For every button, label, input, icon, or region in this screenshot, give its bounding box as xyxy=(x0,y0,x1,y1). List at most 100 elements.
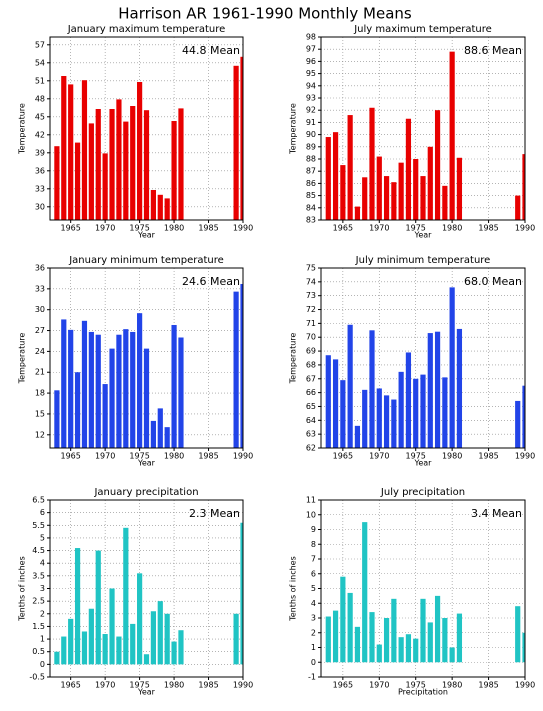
bar xyxy=(54,390,60,448)
bar xyxy=(61,319,67,448)
annotation: 3.4 Mean xyxy=(471,507,522,520)
bar xyxy=(515,195,521,220)
annotation: 24.6 Mean xyxy=(182,275,240,288)
x-tick-label: 1980 xyxy=(164,452,184,461)
y-tick-label: 62 xyxy=(306,444,316,453)
bar xyxy=(522,385,525,448)
x-tick-label: 1975 xyxy=(406,452,426,461)
y-tick-label: 6 xyxy=(40,508,45,517)
y-tick-label: 42 xyxy=(35,130,45,139)
plot-frame xyxy=(320,36,526,221)
x-tick-label: 1990 xyxy=(233,452,253,461)
bar xyxy=(54,146,60,220)
y-tick-label: 69 xyxy=(306,347,316,356)
bar xyxy=(449,287,455,448)
bar xyxy=(427,146,433,220)
bar xyxy=(434,110,441,220)
x-tick-label: 1970 xyxy=(95,224,115,233)
bar xyxy=(88,608,94,665)
y-tick-label: 2 xyxy=(311,628,316,637)
bar xyxy=(347,324,353,448)
x-tick-label: 1985 xyxy=(198,452,218,461)
bar xyxy=(81,320,88,448)
bar xyxy=(157,601,163,665)
y-tick-label: 2.5 xyxy=(32,597,45,606)
y-tick-label: 4.5 xyxy=(32,546,45,555)
plot-frame xyxy=(320,267,526,449)
bar xyxy=(405,634,412,663)
y-tick-label: 86 xyxy=(306,179,316,188)
bar xyxy=(362,389,368,448)
bar xyxy=(95,550,101,665)
bar xyxy=(405,118,412,220)
panel-title: July maximum temperature xyxy=(353,24,492,35)
bar xyxy=(116,334,122,448)
bar xyxy=(398,371,404,448)
y-tick-label: 9 xyxy=(311,525,316,534)
bar xyxy=(362,177,368,220)
y-tick-label: 91 xyxy=(306,118,316,127)
panel: January minimum temperature 12 15 18 21 24 27 3… xyxy=(18,255,254,468)
bar xyxy=(95,109,101,220)
y-tick-label: 45 xyxy=(35,112,45,121)
bar xyxy=(88,123,94,220)
figure-title: Harrison AR 1961-1990 Monthly Means xyxy=(118,5,412,23)
annotation: 2.3 Mean xyxy=(189,507,240,520)
y-tick-label: 2 xyxy=(40,609,45,618)
panel-title: July minimum temperature xyxy=(355,255,491,266)
y-tick-label: 1 xyxy=(40,635,45,644)
x-tick-label: 1965 xyxy=(333,452,353,461)
x-axis-label: Year xyxy=(414,231,433,240)
x-tick-label: 1985 xyxy=(478,452,498,461)
bar xyxy=(102,153,108,220)
y-tick-label: 6.5 xyxy=(32,496,45,505)
x-tick-label: 1965 xyxy=(60,452,80,461)
y-tick-label: 64 xyxy=(306,416,316,425)
bar xyxy=(391,182,397,220)
bar xyxy=(233,613,239,665)
x-tick-label: 1965 xyxy=(60,224,80,233)
y-tick-label: 33 xyxy=(35,284,45,293)
bars xyxy=(54,522,243,665)
y-tick-label: 4 xyxy=(311,599,316,608)
x-tick-label: 1975 xyxy=(129,681,149,690)
x-tick-label: 1975 xyxy=(129,452,149,461)
y-tick-label: -1 xyxy=(308,673,316,682)
bar xyxy=(130,623,136,665)
panel-title: January maximum temperature xyxy=(67,24,226,35)
y-tick-label: 74 xyxy=(306,277,316,286)
bar xyxy=(398,637,404,663)
y-tick-label: 21 xyxy=(35,368,45,377)
bar xyxy=(515,606,521,663)
bar xyxy=(164,427,170,448)
bar xyxy=(456,328,463,448)
bar xyxy=(150,611,156,665)
y-tick-label: 5 xyxy=(40,533,45,542)
bar xyxy=(95,334,101,448)
y-tick-label: 33 xyxy=(35,184,45,193)
x-tick-label: 1970 xyxy=(95,681,115,690)
plot-frame xyxy=(320,499,526,678)
y-tick-label: 11 xyxy=(306,496,316,505)
x-tick-label: 1970 xyxy=(369,681,389,690)
y-tick-label: 4 xyxy=(40,559,45,568)
bar xyxy=(123,121,129,220)
bar xyxy=(340,165,346,220)
bars xyxy=(325,522,525,663)
bar xyxy=(74,548,81,665)
y-tick-label: 24 xyxy=(35,347,45,356)
y-tick-label: 0 xyxy=(40,660,45,669)
bar xyxy=(413,378,419,448)
bar xyxy=(68,618,74,665)
y-tick-label: 73 xyxy=(306,291,316,300)
y-tick-label: 85 xyxy=(306,191,316,200)
y-tick-label: 57 xyxy=(35,40,45,49)
y-tick-label: 98 xyxy=(306,33,316,42)
bar xyxy=(61,76,67,220)
y-tick-label: 63 xyxy=(306,430,316,439)
y-tick-label: 94 xyxy=(306,81,316,90)
panel: January precipitation -0.5 0 0.5 1 1.5 2 2.5 3 3.… xyxy=(18,487,254,697)
annotation: 44.8 Mean xyxy=(182,44,240,57)
y-axis-label: Temperature xyxy=(289,103,298,155)
y-axis-label: Temperature xyxy=(18,333,27,385)
